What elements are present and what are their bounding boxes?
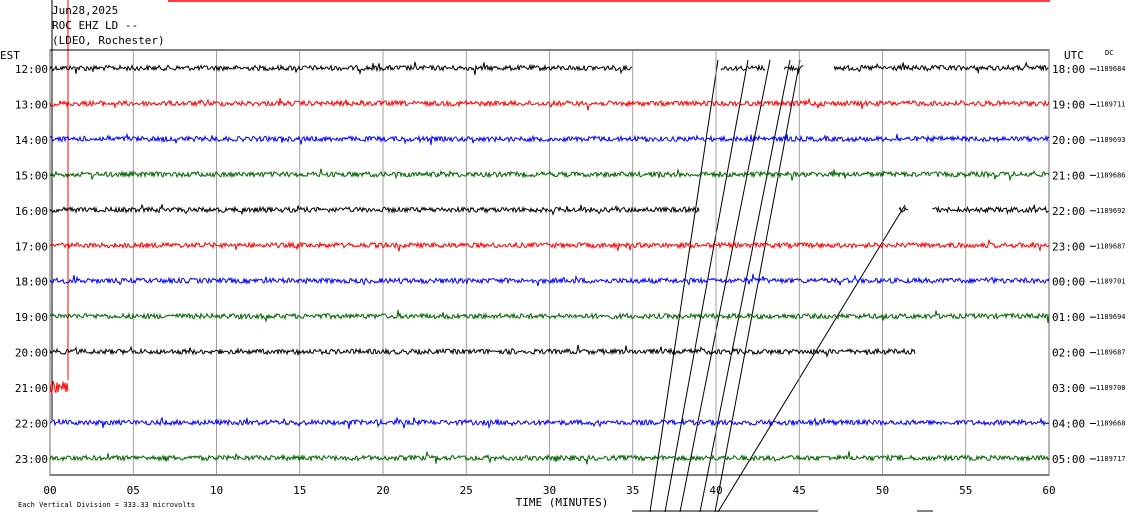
station: ROC EHZ LD -- <box>52 19 138 32</box>
network: (LDEO, Rochester) <box>52 34 165 47</box>
utc-label: 21:00 <box>1052 169 1085 182</box>
est-label: 23:00 <box>15 453 48 466</box>
date: Jun28,2025 <box>52 4 118 17</box>
trace <box>50 62 632 75</box>
est-label: 13:00 <box>15 98 48 111</box>
x-tick-label: 10 <box>210 484 223 497</box>
count-label: 1189694 <box>1096 313 1126 321</box>
x-tick-label: 15 <box>293 484 306 497</box>
x-tick-label: 25 <box>460 484 473 497</box>
est-label: 17:00 <box>15 240 48 253</box>
count-label: 1189686 <box>1096 171 1126 179</box>
utc-label: 02:00 <box>1052 347 1085 360</box>
est-label: 18:00 <box>15 276 48 289</box>
trace <box>50 345 915 356</box>
utc-label: 19:00 <box>1052 98 1085 111</box>
utc-label: 03:00 <box>1052 382 1085 395</box>
count-label: 1189687 <box>1096 242 1126 250</box>
utc-label: 23:00 <box>1052 240 1085 253</box>
x-tick-label: 60 <box>1042 484 1055 497</box>
count-label: 1189701 <box>1096 278 1126 286</box>
est-label: 12:00 <box>15 63 48 76</box>
count-label: 1189693 <box>1096 136 1126 144</box>
x-tick-label: 50 <box>876 484 889 497</box>
utc-label: 04:00 <box>1052 418 1085 431</box>
utc-label: 01:00 <box>1052 311 1085 324</box>
x-tick-label: 00 <box>43 484 56 497</box>
count-label: 1189684 <box>1096 65 1126 73</box>
est-label: 22:00 <box>15 418 48 431</box>
trace <box>50 381 68 393</box>
count-label: 1189708 <box>1096 384 1126 392</box>
dc-label: DC <box>1105 49 1113 57</box>
right-zone: UTC <box>1064 49 1084 62</box>
count-label: 1189687 <box>1096 349 1126 357</box>
est-label: 15:00 <box>15 169 48 182</box>
est-label: 20:00 <box>15 347 48 360</box>
trace <box>834 63 1048 74</box>
x-tick-label: 05 <box>127 484 140 497</box>
count-label: 1189711 <box>1096 100 1126 108</box>
x-tick-label: 55 <box>959 484 972 497</box>
trace <box>932 205 1048 213</box>
est-label: 16:00 <box>15 205 48 218</box>
count-label: 1189668 <box>1096 420 1126 428</box>
trace <box>50 204 699 214</box>
x-tick-label: 20 <box>376 484 389 497</box>
count-label: 1189692 <box>1096 207 1126 215</box>
utc-label: 00:00 <box>1052 276 1085 289</box>
utc-label: 22:00 <box>1052 205 1085 218</box>
x-tick-label: 45 <box>793 484 806 497</box>
trace <box>721 66 765 71</box>
diagonal-artifacts <box>650 60 905 512</box>
est-label: 21:00 <box>15 382 48 395</box>
left-zone: EST <box>0 49 20 62</box>
utc-label: 18:00 <box>1052 63 1085 76</box>
est-label: 14:00 <box>15 134 48 147</box>
footer: Each Vertical Division = 333.33 microvol… <box>18 501 195 509</box>
x-tick-label: 35 <box>626 484 639 497</box>
x-tick-label: 30 <box>543 484 556 497</box>
utc-label: 05:00 <box>1052 453 1085 466</box>
count-label: 1189717 <box>1096 455 1126 463</box>
x-tick-label: 40 <box>709 484 722 497</box>
utc-label: 20:00 <box>1052 134 1085 147</box>
x-axis-title: TIME (MINUTES) <box>516 496 609 509</box>
est-label: 19:00 <box>15 311 48 324</box>
